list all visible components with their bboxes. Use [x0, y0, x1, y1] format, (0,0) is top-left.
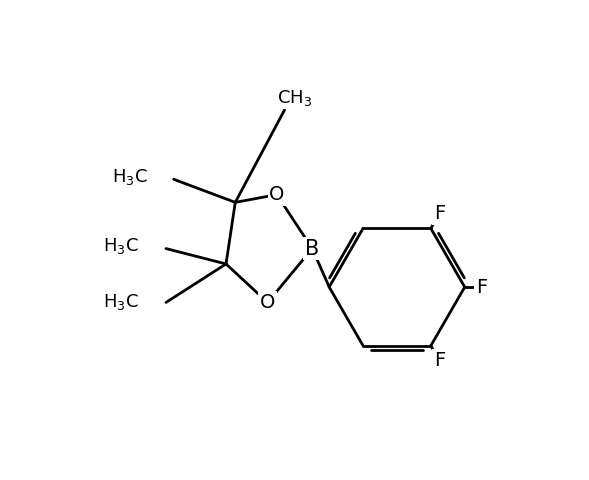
Text: F: F: [434, 351, 445, 370]
Text: F: F: [434, 204, 445, 223]
Text: O: O: [260, 293, 275, 312]
Text: CH$_3$: CH$_3$: [277, 88, 312, 108]
Text: H$_3$C: H$_3$C: [103, 292, 139, 312]
Text: B: B: [305, 239, 319, 259]
Text: H$_3$C: H$_3$C: [112, 167, 148, 187]
Text: H$_3$C: H$_3$C: [103, 236, 139, 256]
Text: O: O: [269, 185, 284, 204]
Text: F: F: [476, 277, 487, 297]
